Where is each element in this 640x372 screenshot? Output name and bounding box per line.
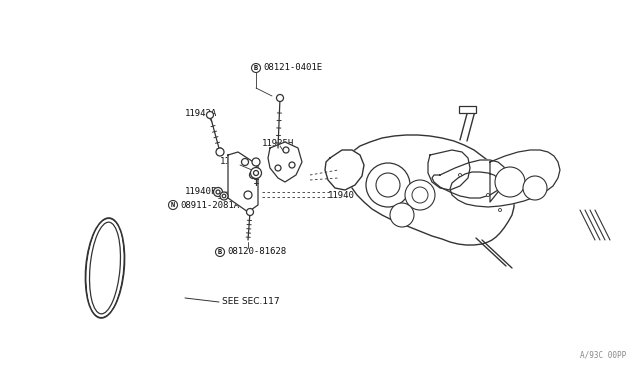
Circle shape [168, 201, 177, 209]
Text: SEE SEC.117: SEE SEC.117 [222, 298, 280, 307]
Circle shape [241, 158, 248, 166]
Circle shape [458, 173, 461, 176]
Polygon shape [432, 160, 506, 198]
Circle shape [252, 158, 260, 166]
Text: N: N [171, 202, 175, 208]
Circle shape [244, 191, 252, 199]
Circle shape [289, 162, 295, 168]
Circle shape [220, 192, 228, 200]
Text: 11940F: 11940F [185, 187, 217, 196]
Circle shape [405, 180, 435, 210]
Circle shape [523, 176, 547, 200]
Circle shape [486, 193, 490, 196]
Circle shape [376, 173, 400, 197]
Circle shape [366, 163, 410, 207]
Circle shape [283, 147, 289, 153]
Polygon shape [346, 135, 514, 245]
Circle shape [207, 112, 214, 119]
Polygon shape [450, 150, 560, 207]
Text: 08121-0401E: 08121-0401E [263, 64, 322, 73]
Circle shape [214, 187, 223, 196]
Circle shape [216, 247, 225, 257]
Circle shape [495, 167, 525, 197]
Polygon shape [428, 150, 470, 190]
Text: 11940: 11940 [328, 190, 355, 199]
Circle shape [253, 170, 259, 176]
Circle shape [390, 203, 414, 227]
Circle shape [250, 171, 257, 179]
Polygon shape [325, 150, 364, 190]
Circle shape [276, 94, 284, 102]
Circle shape [252, 64, 260, 73]
Circle shape [499, 208, 502, 212]
Text: B: B [254, 65, 258, 71]
Bar [459, 106, 476, 113]
Text: 11925H: 11925H [262, 138, 294, 148]
Circle shape [412, 187, 428, 203]
Polygon shape [268, 142, 302, 182]
Circle shape [246, 208, 253, 215]
Circle shape [275, 165, 281, 171]
Polygon shape [228, 152, 258, 212]
Text: 11942A: 11942A [185, 109, 217, 118]
Text: A/93C 00PP: A/93C 00PP [580, 351, 626, 360]
Circle shape [222, 194, 226, 198]
Circle shape [216, 148, 224, 156]
Text: B: B [218, 249, 222, 255]
Text: 11945: 11945 [220, 157, 247, 167]
Text: 08120-81628: 08120-81628 [227, 247, 286, 257]
Circle shape [250, 167, 262, 179]
Text: 08911-2081A: 08911-2081A [180, 201, 239, 209]
Circle shape [216, 190, 220, 194]
